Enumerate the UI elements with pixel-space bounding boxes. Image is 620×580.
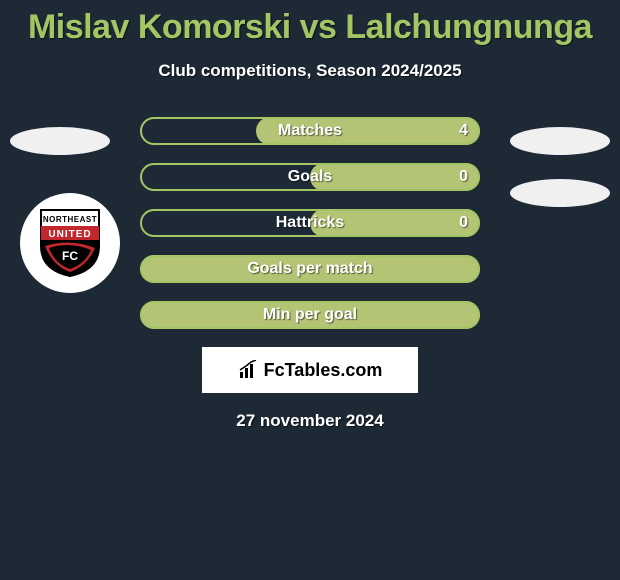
footer-logo-text: FcTables.com bbox=[264, 360, 383, 381]
left-player-ellipse bbox=[10, 127, 110, 155]
stat-bar: Matches4 bbox=[140, 117, 480, 145]
stat-bar-label: Goals per match bbox=[140, 260, 480, 278]
page-title: Mislav Komorski vs Lalchungnunga bbox=[0, 0, 620, 47]
club-badge: NORTHEAST UNITED FC bbox=[20, 193, 120, 293]
chart-icon bbox=[238, 360, 258, 380]
date-label: 27 november 2024 bbox=[0, 411, 620, 431]
svg-text:FC: FC bbox=[62, 249, 78, 263]
stat-bar: Goals per match bbox=[140, 255, 480, 283]
stat-bar-value: 4 bbox=[459, 122, 468, 140]
subtitle: Club competitions, Season 2024/2025 bbox=[0, 61, 620, 81]
stat-bar: Hattricks0 bbox=[140, 209, 480, 237]
stat-bars: Matches4Goals0Hattricks0Goals per matchM… bbox=[140, 117, 480, 329]
right-player-ellipse-2 bbox=[510, 179, 610, 207]
club-shield-icon: NORTHEAST UNITED FC bbox=[39, 208, 101, 278]
svg-text:NORTHEAST: NORTHEAST bbox=[43, 215, 97, 224]
right-player-ellipse-1 bbox=[510, 127, 610, 155]
stat-bar-label: Goals bbox=[140, 168, 480, 186]
stat-bar-value: 0 bbox=[459, 214, 468, 232]
stat-bar: Goals0 bbox=[140, 163, 480, 191]
stat-bar: Min per goal bbox=[140, 301, 480, 329]
comparison-stage: NORTHEAST UNITED FC Matches4Goals0Hattri… bbox=[0, 117, 620, 431]
svg-text:UNITED: UNITED bbox=[48, 229, 91, 240]
stat-bar-label: Matches bbox=[140, 122, 480, 140]
stat-bar-value: 0 bbox=[459, 168, 468, 186]
stat-bar-label: Hattricks bbox=[140, 214, 480, 232]
stat-bar-label: Min per goal bbox=[140, 306, 480, 324]
footer-logo: FcTables.com bbox=[202, 347, 418, 393]
